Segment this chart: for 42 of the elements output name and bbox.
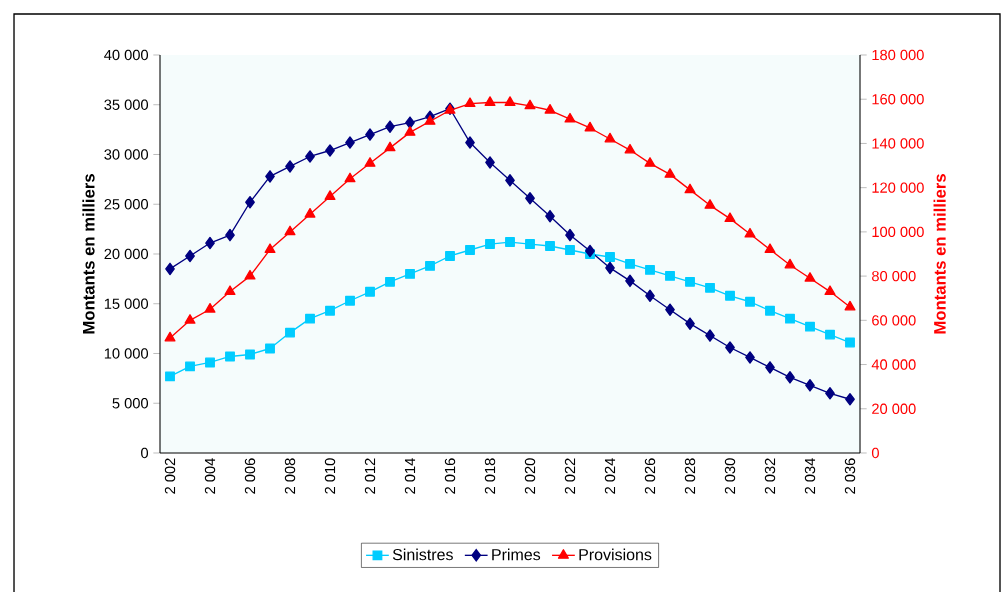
y-tick-label: 25 000 — [104, 199, 149, 210]
x-tick-label: 2 020 — [524, 458, 536, 494]
y2-tick-label: 80 000 — [872, 270, 916, 282]
x-tick-label: 2 004 — [204, 458, 216, 494]
y-tick-label: 0 — [141, 447, 149, 459]
legend-label: Primes — [492, 548, 541, 561]
x-tick-label: 2 032 — [764, 458, 776, 494]
y-tick-label: 10 000 — [104, 348, 149, 359]
y2-tick-label: 140 000 — [872, 138, 924, 149]
x-tick-label: 2 028 — [684, 458, 696, 494]
x-tick-label: 2 034 — [804, 458, 816, 494]
x-tick-label: 2 018 — [484, 458, 496, 494]
x-tick-label: 2 002 — [164, 458, 176, 494]
y2-tick-label: 160 000 — [872, 94, 924, 105]
x-tick-label: 2 014 — [404, 458, 416, 494]
y-tick-label: 5 000 — [112, 398, 149, 409]
x-tick-label: 2 010 — [324, 458, 336, 494]
y-tick-label: 40 000 — [104, 49, 149, 61]
x-tick-label: 2 006 — [244, 458, 256, 494]
x-tick-label: 2 022 — [564, 458, 576, 494]
y-tick-label: 20 000 — [104, 248, 149, 260]
y2-tick-label: 120 000 — [872, 182, 924, 193]
y2-tick-label: 40 000 — [871, 359, 916, 370]
x-tick-label: 2 026 — [644, 458, 656, 494]
y-tick-label: 35 000 — [104, 99, 149, 110]
y2-tick-label: 0 — [871, 447, 879, 459]
x-tick-label: 2 030 — [724, 458, 736, 494]
y-tick-label: 30 000 — [104, 149, 149, 160]
y-tick-label: 15 000 — [104, 298, 149, 309]
legend-label: Provisions — [579, 548, 652, 561]
y2-tick-label: 180 000 — [872, 49, 924, 61]
x-tick-label: 2 024 — [604, 458, 616, 494]
y-axis-title: Montants en milliers — [82, 174, 95, 334]
x-tick-label: 2 008 — [284, 458, 296, 494]
x-tick-label: 2 012 — [364, 458, 376, 494]
x-tick-label: 2 036 — [844, 458, 856, 494]
legend-label: Sinistres — [392, 548, 453, 561]
y2-tick-label: 20 000 — [872, 403, 916, 414]
y2-axis-title: Montants en milliers — [933, 174, 946, 334]
y2-tick-label: 60 000 — [872, 315, 916, 326]
x-tick-label: 2 016 — [444, 458, 456, 494]
y2-tick-label: 100 000 — [872, 226, 924, 238]
